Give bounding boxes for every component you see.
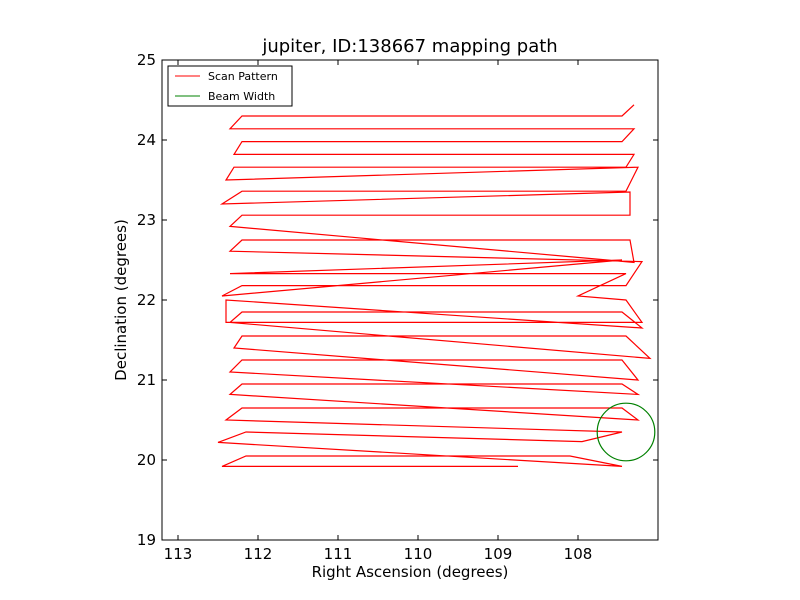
x-tick-label: 111 (324, 545, 353, 563)
legend: Scan Pattern Beam Width (167, 65, 293, 107)
legend-label-scan-pattern: Scan Pattern (208, 70, 278, 83)
y-tick-label: 19 (137, 531, 156, 549)
beam-width-circle (596, 402, 656, 462)
x-tick-label: 109 (484, 545, 513, 563)
series-group (217, 104, 656, 467)
x-tick-label: 108 (564, 545, 593, 563)
plot-area (161, 59, 659, 541)
legend-label-beam-width: Beam Width (208, 90, 275, 103)
axis-ticks: 113 112 111 110 109 108 19 20 21 22 23 24 25 (137, 51, 658, 563)
legend-box (167, 65, 293, 107)
x-tick-label: 110 (404, 545, 433, 563)
y-tick-label: 22 (137, 291, 156, 309)
x-tick-label: 112 (244, 545, 273, 563)
scan-pattern-line (217, 104, 652, 467)
y-axis-label: Declination (degrees) (112, 219, 130, 381)
y-tick-label: 21 (137, 371, 156, 389)
y-tick-label: 25 (137, 51, 156, 69)
x-axis-label: Right Ascension (degrees) (312, 563, 509, 581)
chart-title: jupiter, ID:138667 mapping path (261, 36, 557, 57)
x-tick-label: 113 (164, 545, 193, 563)
y-tick-label: 23 (137, 211, 156, 229)
y-tick-label: 20 (137, 451, 156, 469)
y-tick-label: 24 (137, 131, 156, 149)
